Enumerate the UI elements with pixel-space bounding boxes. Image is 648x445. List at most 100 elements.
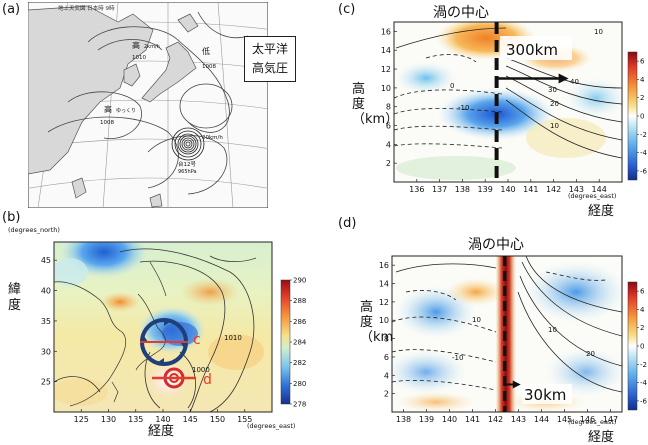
- panel-c-y-tick-label: 16: [381, 27, 391, 36]
- panel-d-x-tick-label: 145: [557, 415, 572, 424]
- panel-c-distance-arrow: [496, 73, 569, 84]
- panel-b-y-tick-label: 40: [41, 287, 51, 296]
- panel-c-x-tick-label: 141: [523, 185, 538, 194]
- panel-d-distance: 30km: [524, 386, 566, 404]
- panel-c-x-tick-label: 143: [569, 185, 584, 194]
- panel-b-label: (b): [2, 210, 21, 225]
- panel-a-header: 地上天気図 日本時 9時: [58, 4, 115, 12]
- panel-b-x-tick-label: 140: [155, 415, 170, 424]
- panel-d-distance-arrow: [504, 380, 521, 389]
- panel-d-y-tick-label: 14: [379, 280, 389, 289]
- pacific-high-callout: 太平洋 高気圧: [244, 36, 296, 82]
- panel-a-weather-map: 地上天気図 日本時 9時 高 2km/h 1010 高 ゆっくり 1008 低 …: [28, 2, 268, 208]
- panel-d-xlabel: 経度: [588, 430, 615, 445]
- panel-c-colorbar-tick-label: 4: [640, 76, 645, 84]
- panel-b-x-tick-label: 135: [128, 415, 143, 424]
- panel-c-x-tick-label: 140: [500, 185, 515, 194]
- panel-c-colorbar-tick-label: -4: [640, 149, 648, 157]
- panel-d-title: 渦の中心: [468, 237, 524, 253]
- panel-d-y-tick-label: 6: [384, 353, 389, 362]
- panel-d-colorbar-tick-label: 0: [640, 343, 644, 351]
- panel-b-colorbar-tick-label: 286: [293, 318, 307, 326]
- contour-label-1010: 1010: [224, 334, 242, 342]
- panel-c-x-tick-label: 136: [409, 185, 424, 194]
- low-value: 1008: [202, 64, 216, 70]
- line-c-label: c: [193, 332, 201, 348]
- high-sw-value: 1008: [100, 120, 114, 126]
- panel-c-colorbar-tick-label: -2: [640, 131, 647, 139]
- d-contour-label-3: 20: [586, 350, 595, 358]
- c-contour-label-2: 20: [550, 100, 559, 108]
- c-contour-label-4: 40: [570, 78, 579, 86]
- c-contour-label-1: 10: [594, 28, 603, 36]
- panel-d-xlabel-unit: (degrees_east): [568, 418, 617, 426]
- panel-b-y-tick-label: 45: [41, 256, 51, 265]
- panel-b-x-tick-label: 130: [101, 415, 116, 424]
- c-contour-label-5: 10: [550, 122, 559, 130]
- d-contour-label-4: 10: [548, 326, 557, 334]
- panel-d-colorbar-tick-label: -6: [640, 397, 648, 405]
- panel-d-x-tick-label: 144: [534, 415, 549, 424]
- panel-b-colorbar-tick-label: 282: [293, 359, 306, 367]
- panel-c-distance: 300km: [506, 41, 558, 59]
- panel-d-x-tick-label: 140: [442, 415, 457, 424]
- line-d-label: d: [203, 372, 212, 388]
- high-sw-extra: ゆっくり: [116, 108, 136, 114]
- panel-d-y-tick-label: 8: [384, 335, 389, 344]
- panel-b-x-tick-label: 150: [210, 415, 225, 424]
- panel-b-y-tick-label: 30: [41, 347, 51, 356]
- high-west-extra: 2km/h: [144, 44, 160, 50]
- vortex-c-marker: [140, 318, 188, 366]
- panel-c-y-tick-label: 10: [381, 84, 391, 93]
- panel-b-map: 1010 1000 c d 25 30 35 40 45 125 130 135 140 145…: [41, 241, 307, 424]
- panel-c-x-tick-label: 137: [432, 185, 447, 194]
- panel-c-x-tick-label: 142: [546, 185, 561, 194]
- panel-b-y-tick-label: 25: [41, 378, 51, 387]
- panel-c-y-tick-label: 4: [386, 140, 391, 149]
- panel-b-xlabel-unit: (degrees_east): [247, 422, 296, 430]
- typhoon-speed: 20km/h: [202, 135, 223, 141]
- panel-d-x-tick-label: 143: [511, 415, 526, 424]
- low-label: 低: [202, 46, 210, 56]
- panel-b-x-tick-label: 145: [183, 415, 198, 424]
- panel-c-label: (c): [338, 2, 356, 17]
- panel-b-colorbar-tick-label: 290: [293, 277, 306, 285]
- panel-d-x-tick-label: 146: [580, 415, 595, 424]
- panel-d-y-tick-label: 12: [379, 298, 389, 307]
- panel-b-x-tick-label: 125: [74, 415, 89, 424]
- high-sw-label: 高: [104, 104, 112, 114]
- panel-b-colorbar-tick-label: 278: [293, 401, 306, 409]
- panel-a-label: (a): [2, 2, 21, 17]
- panel-c-y-tick-label: 14: [381, 46, 391, 55]
- panel-c-cross-section: 300km 10 20 30 40 10 -10 0 246810121416 …: [381, 21, 648, 194]
- panel-c-y-tick-label: 8: [386, 103, 391, 112]
- panel-d-x-tick-label: 139: [419, 415, 434, 424]
- panel-b-x-tick-label: 155: [237, 415, 252, 424]
- vortex-d-marker: [152, 367, 196, 389]
- panel-c-y-tick-label: 2: [386, 159, 391, 168]
- c-contour-label-7: 0: [450, 82, 454, 90]
- panel-b-xlabel: 経度: [148, 424, 175, 439]
- panel-c-xlabel: 経度: [588, 204, 615, 219]
- panel-d-x-tick-label: 138: [396, 415, 411, 424]
- panel-d-colorbar-tick-label: 4: [640, 306, 645, 314]
- panel-c-colorbar-tick-label: -6: [640, 167, 648, 175]
- panel-c-y-tick-label: 6: [386, 122, 391, 131]
- callout-line2: 高気圧: [251, 61, 288, 75]
- panel-d-x-tick-label: 142: [488, 415, 503, 424]
- c-contour-label-6: -10: [458, 104, 469, 112]
- panel-d-colorbar-tick-label: -4: [640, 379, 648, 387]
- high-west-label: 高: [132, 40, 140, 50]
- panel-c-colorbar-tick-label: 6: [640, 58, 645, 66]
- panel-d-y-tick-label: 10: [379, 316, 389, 325]
- high-west-value: 1010: [132, 55, 146, 61]
- typhoon-name: 台12号: [178, 160, 196, 168]
- panel-b-colorbar-tick-label: 280: [293, 380, 306, 388]
- panel-d-colorbar-tick-label: 6: [640, 288, 645, 296]
- panel-d-x-tick-label: 141: [465, 415, 480, 424]
- panel-b-colorbar-tick-label: 284: [293, 339, 307, 347]
- panel-c-x-tick-label: 139: [478, 185, 493, 194]
- panel-d-label: (d): [338, 216, 357, 231]
- typhoon-pressure: 965hPa: [178, 169, 197, 175]
